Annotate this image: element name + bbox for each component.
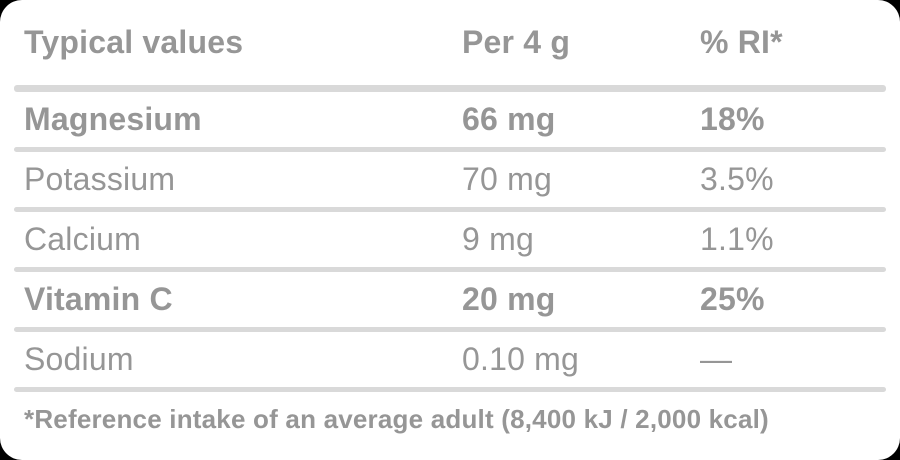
- row-divider: [14, 207, 886, 212]
- header-typical-values: Typical values: [24, 24, 244, 60]
- nutrient-ri: 3.5%: [700, 161, 774, 197]
- nutrient-amount: 20 mg: [462, 281, 556, 317]
- header-divider: [14, 85, 886, 92]
- nutrient-ri-dash: —: [700, 341, 733, 377]
- nutrition-table: Typical values Per 4 g % RI* Magnesium 6…: [14, 0, 886, 392]
- nutrient-amount: 0.10 mg: [462, 341, 580, 377]
- nutrient-amount: 70 mg: [462, 161, 552, 197]
- nutrient-amount: 9 mg: [462, 221, 534, 257]
- table-row-sodium: Sodium 0.10 mg —: [14, 332, 886, 387]
- header-per-serving: Per 4 g: [462, 24, 571, 60]
- header-percent-ri: % RI*: [700, 24, 783, 60]
- nutrient-amount: 66 mg: [462, 101, 556, 137]
- nutrient-label: Magnesium: [24, 101, 202, 137]
- nutrient-ri: 1.1%: [700, 221, 774, 257]
- table-header-row: Typical values Per 4 g % RI*: [14, 0, 886, 85]
- nutrient-label: Potassium: [24, 161, 176, 197]
- nutrient-label: Calcium: [24, 221, 141, 257]
- nutrient-ri: 25%: [700, 281, 765, 317]
- nutrient-label: Vitamin C: [24, 281, 173, 317]
- nutrient-label: Sodium: [24, 341, 134, 377]
- row-divider: [14, 387, 886, 392]
- table-row-calcium: Calcium 9 mg 1.1%: [14, 212, 886, 267]
- table-row-potassium: Potassium 70 mg 3.5%: [14, 152, 886, 207]
- reference-intake-footnote: *Reference intake of an average adult (8…: [24, 404, 769, 434]
- table-row-vitamin-c: Vitamin C 20 mg 25%: [14, 272, 886, 327]
- nutrient-ri: 18%: [700, 101, 765, 137]
- row-divider: [14, 147, 886, 152]
- row-divider: [14, 267, 886, 272]
- table-row-magnesium: Magnesium 66 mg 18%: [14, 92, 886, 147]
- row-divider: [14, 327, 886, 332]
